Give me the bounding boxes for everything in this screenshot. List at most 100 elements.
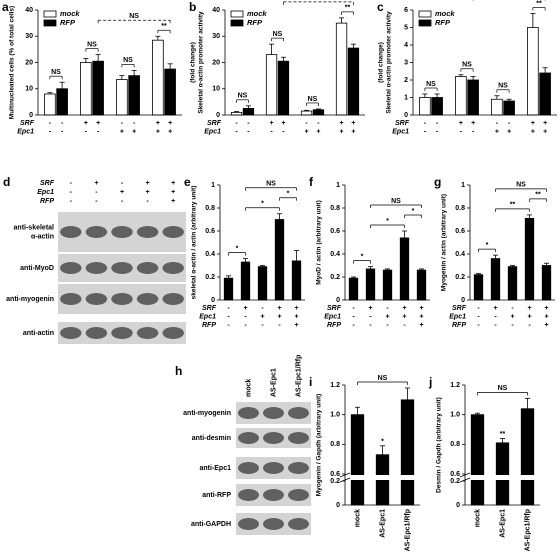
blot-band: [162, 226, 184, 238]
y-tick-label: 0.4: [330, 251, 340, 258]
blot-row-label: anti-MyoD: [20, 265, 54, 272]
condition-sign: -: [386, 322, 389, 329]
significance: **: [161, 23, 167, 30]
y-axis-label: Multinucleated cells (% of total cells): [9, 6, 16, 119]
condition-sign: +: [510, 313, 514, 320]
blot-band: [60, 262, 82, 274]
legend-label: RFP: [247, 18, 263, 27]
bar: [277, 60, 290, 116]
condition-sign: -: [511, 322, 514, 329]
panel-label: f: [309, 175, 314, 189]
significance: NS: [516, 182, 526, 189]
condition-sign: -: [436, 128, 439, 135]
bar: [291, 260, 302, 301]
blot-column-label: AS-Epc1/Rfp: [295, 355, 302, 397]
condition-name: Epc1: [204, 128, 221, 135]
significance: NS: [426, 81, 436, 88]
significance: NS: [273, 31, 283, 38]
bar: [312, 109, 325, 116]
condition-name: Epc1: [392, 128, 409, 135]
significance: *: [412, 208, 415, 215]
y-tick-label: 0.2: [330, 478, 340, 485]
condition-sign: -: [235, 120, 238, 127]
y-tick-label: 1.0: [450, 412, 460, 419]
blot-band: [162, 293, 184, 305]
bar: [44, 93, 56, 116]
blot-band: [136, 262, 159, 274]
condition-sign: -: [227, 313, 230, 320]
condition-sign: -: [95, 189, 98, 196]
bar: [242, 108, 255, 116]
bar: [164, 68, 176, 116]
x-tick-label: AS-Epc1/Rfp: [524, 509, 531, 551]
bar: [257, 266, 268, 301]
y-tick-label: 0.2: [205, 274, 215, 281]
condition-sign: +: [351, 128, 355, 135]
y-axis-label: Skeletal α-actin promoter activity: [386, 11, 393, 114]
bar: [382, 269, 393, 301]
condition-sign: -: [61, 128, 64, 135]
y-tick-label: 0: [336, 297, 340, 304]
blot-column-label: AS-Epc1: [270, 368, 277, 397]
blot-column-label: mock: [245, 379, 252, 397]
condition-sign: +: [340, 128, 344, 135]
significance: *: [361, 253, 364, 260]
legend-swatch: [43, 19, 57, 27]
condition-sign: +: [544, 322, 548, 329]
significance: *: [386, 218, 389, 225]
blot-band: [288, 432, 309, 444]
condition-sign: +: [168, 120, 172, 127]
condition-sign: -: [386, 305, 389, 312]
significance: NS: [129, 13, 139, 20]
legend-label: mock: [247, 9, 267, 18]
condition-sign: -: [85, 128, 88, 135]
y-tick-label: 30: [25, 33, 33, 40]
bar: [56, 88, 68, 116]
panel-label: h: [175, 364, 182, 378]
condition-sign: +: [146, 180, 150, 187]
y-axis-label: (fold change): [190, 42, 197, 83]
condition-sign: +: [531, 128, 535, 135]
bar: [300, 110, 313, 116]
blot-band: [263, 518, 284, 530]
bar: [152, 39, 164, 116]
condition-sign: +: [171, 198, 175, 205]
y-tick-label: 0.8: [330, 205, 340, 212]
y-tick-label: 10: [212, 86, 220, 93]
condition-name: SRF: [202, 305, 217, 312]
significance: **: [500, 431, 506, 438]
blot-band: [263, 462, 284, 474]
blot-band: [60, 327, 82, 339]
condition-sign: +: [277, 313, 281, 320]
legend-swatch: [230, 10, 244, 18]
bar: [116, 79, 128, 116]
condition-sign: +: [340, 120, 344, 127]
condition-sign: -: [403, 322, 406, 329]
condition-sign: +: [156, 120, 160, 127]
blot-row-label: α-actin: [31, 233, 54, 240]
x-tick-label: mock: [354, 509, 361, 527]
condition-sign: -: [494, 322, 497, 329]
y-tick-label: 0.6: [455, 228, 465, 235]
condition-sign: +: [305, 128, 309, 135]
condition-sign: +: [132, 128, 136, 135]
blot-band: [263, 432, 284, 444]
condition-sign: -: [528, 322, 531, 329]
blot-band: [288, 462, 309, 474]
significance: NS: [123, 57, 133, 64]
condition-sign: -: [70, 189, 73, 196]
condition-sign: -: [477, 305, 480, 312]
blot-band: [85, 327, 108, 339]
condition-sign: +: [120, 128, 124, 135]
bar: [520, 408, 535, 506]
panel-label: a: [2, 0, 9, 14]
condition-sign: -: [70, 198, 73, 205]
condition-sign: -: [352, 313, 355, 320]
y-tick-label: 1.2: [330, 382, 340, 389]
y-tick-label: 5: [404, 24, 408, 31]
y-tick-label: 10: [25, 86, 33, 93]
y-tick-label: 40: [212, 7, 220, 14]
condition-sign: +: [243, 305, 247, 312]
condition-sign: +: [351, 120, 355, 127]
condition-sign: -: [146, 198, 149, 205]
